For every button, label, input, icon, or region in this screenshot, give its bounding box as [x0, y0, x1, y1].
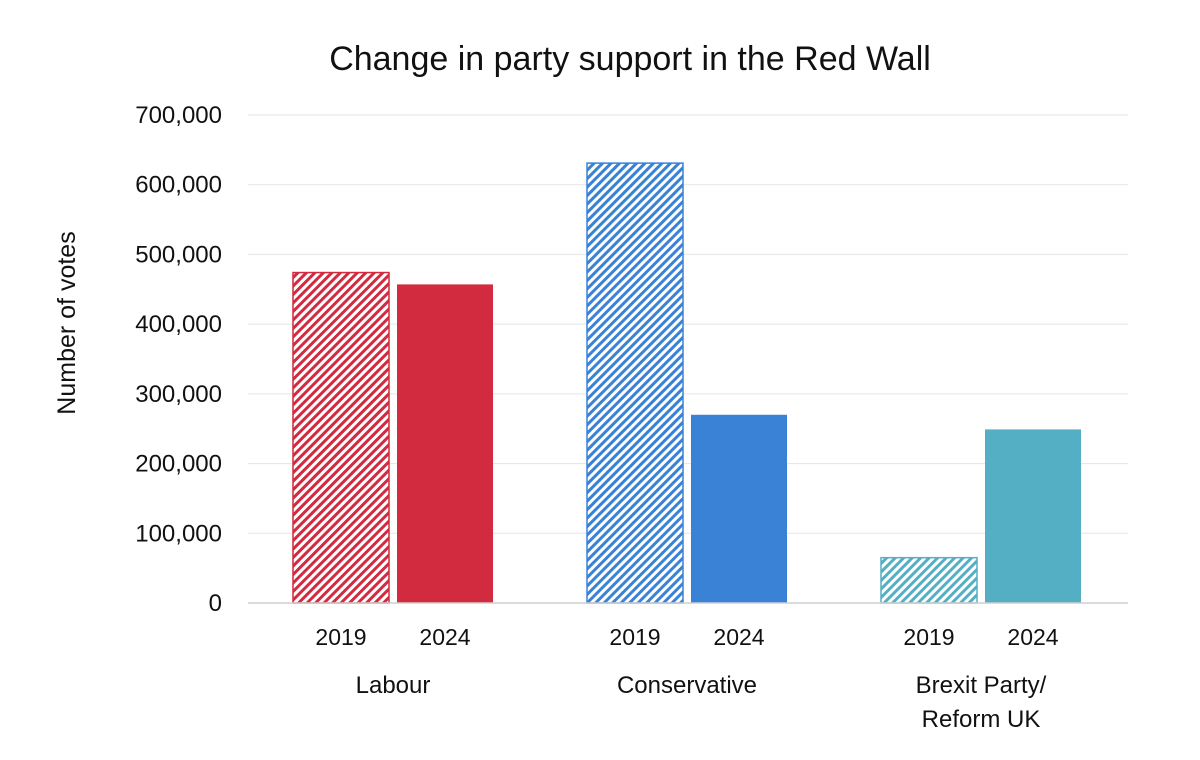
y-tick-label: 600,000 [135, 172, 222, 199]
y-tick-label: 400,000 [135, 311, 222, 338]
x-tick-label-year: 2019 [315, 624, 366, 650]
x-group-label: Brexit Party/ [916, 672, 1047, 699]
bar-conservative-2019 [586, 162, 684, 604]
x-tick-label-year: 2024 [419, 624, 470, 650]
gridlines [248, 114, 1128, 534]
x-group-label: Reform UK [922, 706, 1041, 733]
x-axis-labels: 2019 2024 Labour 2019 2024 Conservative 2019 20… [315, 624, 1058, 733]
y-tick-label: 0 [209, 590, 222, 617]
y-tick-label: 700,000 [135, 102, 222, 129]
x-tick-label-year: 2019 [609, 624, 660, 650]
y-axis-ticks: 0 100,000 200,000 300,000 400,000 500,000 600,… [135, 102, 222, 617]
bar-brexit-party-reform-uk-2019 [880, 556, 978, 604]
bar-conservative-2024 [691, 414, 787, 603]
bar-labour-2024 [397, 284, 493, 603]
bar-brexit-party-reform-uk-2024 [985, 429, 1081, 603]
x-group-label: Labour [356, 672, 431, 699]
chart-title: Change in party support in the Red Wall [329, 40, 931, 78]
bars [292, 162, 1081, 604]
y-tick-label: 200,000 [135, 451, 222, 478]
y-tick-label: 500,000 [135, 241, 222, 268]
bar-labour-2019 [292, 271, 390, 604]
y-tick-label: 300,000 [135, 381, 222, 408]
y-axis-label: Number of votes [53, 231, 81, 414]
x-group-label: Conservative [617, 672, 757, 699]
x-tick-label-year: 2019 [903, 624, 954, 650]
x-tick-label-year: 2024 [713, 624, 764, 650]
y-tick-label: 100,000 [135, 520, 222, 547]
x-tick-label-year: 2024 [1007, 624, 1058, 650]
